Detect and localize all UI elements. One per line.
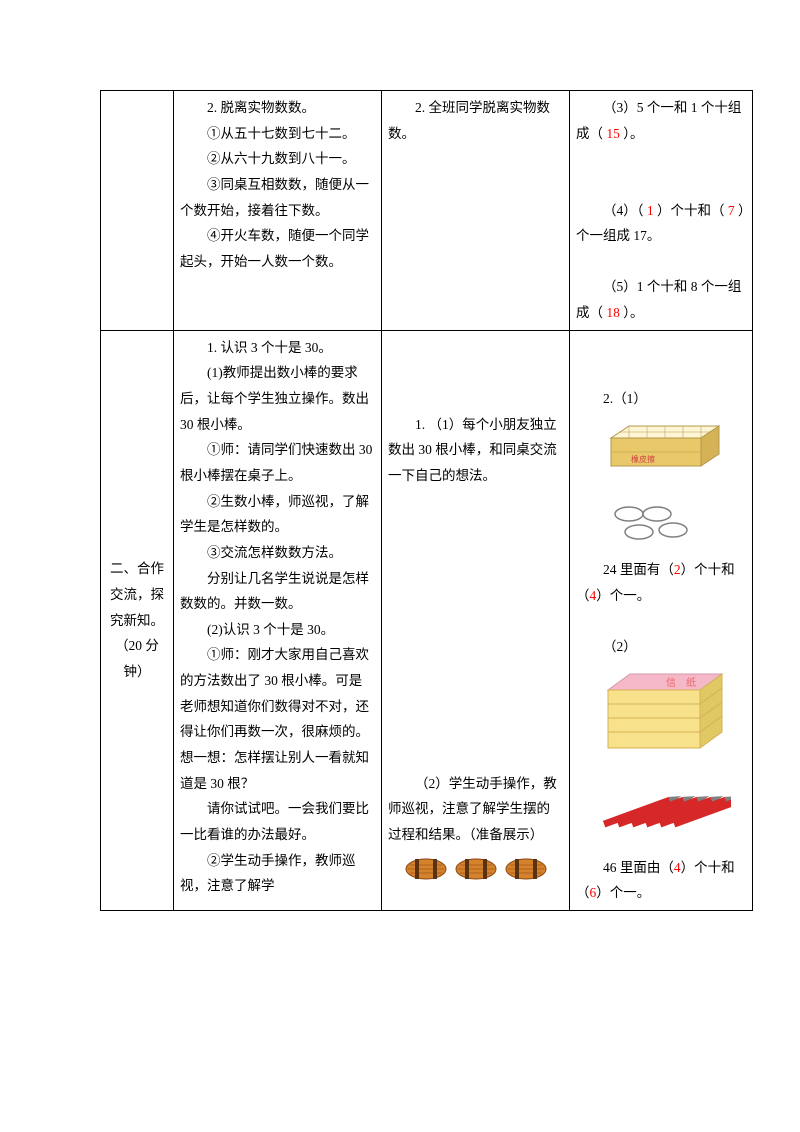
text: ①师：请同学们快速数出 30 根小棒摆在桌子上。 — [180, 437, 375, 488]
exercise-cell: 2.（1） 橡皮擦 — [570, 330, 753, 910]
student-activity-cell: 1. （1）每个小朋友独立数出 30 根小棒，和同桌交流一下自己的想法。 （2）… — [382, 330, 570, 910]
t: ）个一。 — [596, 588, 650, 603]
answer: 2 — [674, 562, 681, 577]
text: （2） — [576, 634, 746, 660]
text: 2. 全班同学脱离实物数数。 — [388, 95, 563, 146]
exercise-cell: （3）5 个一和 1 个十组成（ 15 ）。 （4）（ 1 ）个十和（ 7 ）个… — [570, 91, 753, 331]
table-row: 二、合作交流，探究新知。（20 分钟） 1. 认识 3 个十是 30。 (1)教… — [101, 330, 753, 910]
text: （4）（ 1 ）个十和（ 7 ）个一组成 17。 — [576, 198, 746, 249]
answer: 18 — [606, 305, 620, 320]
text: (1)教师提出数小棒的要求后，让每个学生独立操作。数出 30 根小棒。 — [180, 360, 375, 437]
text: ③交流怎样数数方法。 — [180, 540, 375, 566]
teacher-activity-cell: 2. 脱离实物数数。 ①从五十七数到七十二。 ②从六十九数到八十一。 ③同桌互相… — [174, 91, 382, 331]
text: （3）5 个一和 1 个十组成（ 15 ）。 — [576, 95, 746, 146]
svg-text:信 纸: 信 纸 — [666, 676, 696, 689]
teacher-activity-cell: 1. 认识 3 个十是 30。 (1)教师提出数小棒的要求后，让每个学生独立操作… — [174, 330, 382, 910]
text: 46 里面由（4）个十和（6）个一。 — [576, 855, 746, 906]
stage-cell: 二、合作交流，探究新知。（20 分钟） — [101, 330, 174, 910]
text: 请你试试吧。一会我们要比一比看谁的办法最好。 — [180, 796, 375, 847]
text: 24 里面有（2）个十和（4）个一。 — [576, 557, 746, 608]
text: (2)认识 3 个十是 30。 — [180, 617, 375, 643]
answer: 1 — [647, 203, 654, 218]
t: ）个一。 — [596, 885, 650, 900]
stick-bundles-icon — [388, 854, 563, 884]
letter-paper-icon: 信 纸 — [576, 666, 746, 765]
text: ②从六十九数到八十一。 — [180, 146, 375, 172]
text: 分别让几名学生说说是怎样数数的。并数一数。 — [180, 566, 375, 617]
t: ）。 — [623, 126, 643, 141]
t: ）。 — [623, 305, 643, 320]
rings-icon — [576, 502, 746, 551]
answer: 7 — [728, 203, 735, 218]
t: （3）5 个一和 1 个十组成（ — [576, 100, 741, 141]
table-row: 2. 脱离实物数数。 ①从五十七数到七十二。 ②从六十九数到八十一。 ③同桌互相… — [101, 91, 753, 331]
text: ②学生动手操作，教师巡视，注意了解学 — [180, 848, 375, 899]
eraser-box-icon: 橡皮擦 — [576, 418, 746, 497]
answer: 15 — [606, 126, 620, 141]
text: 2. 脱离实物数数。 — [180, 95, 375, 121]
student-activity-cell: 2. 全班同学脱离实物数数。 — [382, 91, 570, 331]
text: ③同桌互相数数，随便从一个数开始，接着往下数。 — [180, 172, 375, 223]
pencils-icon — [576, 770, 746, 849]
t: （4）（ — [603, 203, 644, 218]
text: ④开火车数，随便一个同学起头，开始一人数一个数。 — [180, 223, 375, 274]
page: 2. 脱离实物数数。 ①从五十七数到七十二。 ②从六十九数到八十一。 ③同桌互相… — [0, 0, 800, 1132]
text: ②生数小棒，师巡视，了解学生是怎样数的。 — [180, 489, 375, 540]
lesson-table: 2. 脱离实物数数。 ①从五十七数到七十二。 ②从六十九数到八十一。 ③同桌互相… — [100, 90, 753, 911]
answer: 4 — [674, 860, 681, 875]
t: （5）1 个十和 8 个一组成（ — [576, 279, 741, 320]
text: （5）1 个十和 8 个一组成（ 18 ）。 — [576, 274, 746, 325]
stage-cell — [101, 91, 174, 331]
text: 1. （1）每个小朋友独立数出 30 根小棒，和同桌交流一下自己的想法。 — [388, 412, 563, 489]
t: 46 里面由（ — [603, 860, 674, 875]
text: 1. 认识 3 个十是 30。 — [180, 335, 375, 361]
stage-title: 二、合作交流，探究新知。（20 分钟） — [110, 561, 164, 679]
text: ①师：刚才大家用自己喜欢的方法数出了 30 根小棒。可是老师想知道你们数得对不对… — [180, 642, 375, 796]
t: 24 里面有（ — [603, 562, 674, 577]
svg-text:橡皮擦: 橡皮擦 — [631, 454, 655, 464]
t: ）个十和（ — [657, 203, 725, 218]
text: （2）学生动手操作，教师巡视，注意了解学生摆的过程和结果。（准备展示） — [388, 771, 563, 848]
text: 2.（1） — [576, 386, 746, 412]
text: ①从五十七数到七十二。 — [180, 121, 375, 147]
